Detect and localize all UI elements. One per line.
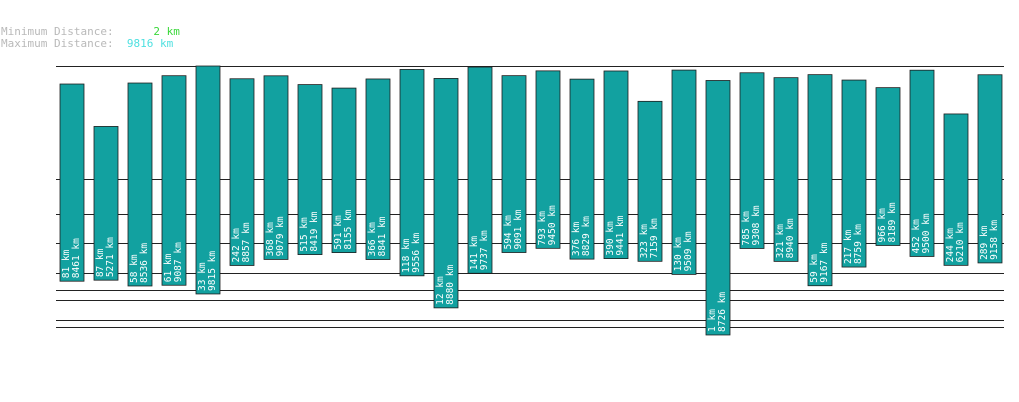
bar-max-label: 9441 km <box>615 215 626 255</box>
bar-max-label: 8841 km <box>377 216 388 256</box>
bar-max-label: 9556 km <box>411 232 422 272</box>
bar-17 <box>603 70 629 259</box>
bar-7 <box>263 75 289 260</box>
bar-23 <box>807 74 833 287</box>
bar-min-label: 321 km <box>775 224 786 259</box>
bar-2 <box>93 126 119 281</box>
bar-min-label: 242 km <box>231 228 242 263</box>
bar-18 <box>637 100 663 262</box>
bar-max-label: 8857 km <box>241 222 252 262</box>
bar-26 <box>909 69 935 257</box>
bar-min-label: 87 km <box>95 248 106 277</box>
bar-15 <box>535 70 561 249</box>
bar-max-label: 8461 km <box>71 238 82 278</box>
bar-max-label: 5271 km <box>105 237 116 277</box>
bar-min-label: 59 km <box>809 254 820 283</box>
bar-max-label: 9087 km <box>173 242 184 282</box>
bar-min-label: 58 km <box>129 254 140 283</box>
bar-21 <box>739 72 765 249</box>
bar-min-label: 376 km <box>571 222 582 257</box>
bar-3 <box>127 82 153 287</box>
bar-min-label: 452 km <box>911 219 922 254</box>
bar-24 <box>841 79 867 268</box>
bar-min-label: 515 km <box>299 217 310 252</box>
bar-max-label: 8419 km <box>309 211 320 251</box>
bar-min-label: 594 km <box>503 215 514 250</box>
bar-16 <box>569 78 595 260</box>
bar-9 <box>331 87 357 253</box>
bar-max-label: 8726 km <box>717 292 728 332</box>
bar-min-label: 591 km <box>333 215 344 250</box>
bar-max-label: 9167 km <box>819 242 830 282</box>
bar-19 <box>671 69 697 275</box>
bar-labels: 81 km 8461 km 87 km 5271 km 58 km 8536 km 61 k… <box>61 202 1000 332</box>
min-distance-label: Minimum Distance: <box>1 25 114 38</box>
bar-max-label: 9815 km <box>207 251 218 291</box>
bar-28 <box>977 74 1003 264</box>
bar-min-label: 141 km <box>469 236 480 271</box>
bar-12 <box>433 78 459 309</box>
bar-20 <box>705 80 731 336</box>
bar-min-label: 1 km <box>707 309 718 332</box>
bar-25 <box>875 87 901 246</box>
bar-13 <box>467 66 493 274</box>
bar-min-label: 33 km <box>197 262 208 291</box>
bar-6 <box>229 78 255 266</box>
bar-max-label: 8759 km <box>853 224 864 264</box>
bar-max-label: 9158 km <box>989 220 1000 260</box>
bar-min-label: 244 km <box>945 228 956 263</box>
bar-11 <box>399 69 425 277</box>
bar-5 <box>195 65 221 295</box>
bar-min-label: 217 km <box>843 229 854 264</box>
bar-8 <box>297 84 323 255</box>
max-distance-label: Maximum Distance: <box>1 37 114 50</box>
legend-maximum-distance: Maximum Distance: 9816 km <box>1 38 173 50</box>
bar-max-label: 9450 km <box>547 205 558 245</box>
max-distance-value: 9816 km <box>126 37 174 50</box>
bar-max-label: 8155 km <box>343 209 354 249</box>
bar-max-label: 9509 km <box>683 231 694 271</box>
bar-min-label: 130 km <box>673 237 684 272</box>
bar-max-label: 8829 km <box>581 216 592 256</box>
legend-minimum-distance: Minimum Distance: 2 km <box>1 26 180 38</box>
bar-14 <box>501 75 527 253</box>
bar-4 <box>161 75 187 286</box>
bar-max-label: 8189 km <box>887 202 898 242</box>
bar-max-label: 8880 km <box>445 265 456 305</box>
bar-max-label: 8940 km <box>785 218 796 258</box>
bar-1 <box>59 83 85 282</box>
bar-min-label: 118 km <box>401 238 412 273</box>
bar-min-label: 323 km <box>639 224 650 259</box>
min-distance-value: 2 km <box>153 25 180 38</box>
bar-min-label: 390 km <box>605 221 616 256</box>
bar-max-label: 8536 km <box>139 243 150 283</box>
bar-max-label: 9091 km <box>513 209 524 249</box>
bar-min-label: 81 km <box>61 249 72 278</box>
bar-min-label: 368 km <box>265 222 276 257</box>
bar-min-label: 61 km <box>163 253 174 282</box>
bar-min-label: 793 km <box>537 211 548 246</box>
bar-max-label: 9308 km <box>751 205 762 245</box>
bar-max-label: 6210 km <box>955 222 966 262</box>
bars <box>59 65 1003 336</box>
bar-max-label: 9500 km <box>921 213 932 253</box>
bar-22 <box>773 77 799 262</box>
bar-min-label: 289 km <box>979 225 990 260</box>
bar-min-label: 12 km <box>435 276 446 305</box>
bar-min-label: 366 km <box>367 222 378 257</box>
bar-min-label: 966 km <box>877 208 888 243</box>
bar-max-label: 9737 km <box>479 230 490 270</box>
bar-max-label: 7159 km <box>649 218 660 258</box>
bar-27 <box>943 113 969 266</box>
bar-min-label: 785 km <box>741 211 752 246</box>
bar-max-label: 9079 km <box>275 216 286 256</box>
bar-10 <box>365 78 391 260</box>
